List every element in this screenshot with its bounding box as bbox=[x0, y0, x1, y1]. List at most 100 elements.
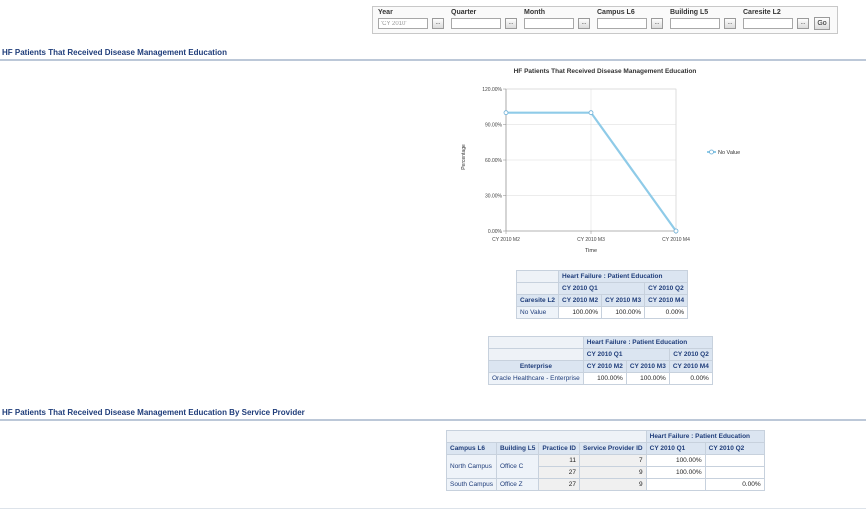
month-input[interactable] bbox=[524, 18, 574, 29]
filter-building: Building L5 ... bbox=[670, 9, 736, 29]
provider-cell: 9 bbox=[579, 478, 647, 491]
table-row: South Campus Office Z 27 9 0.00% bbox=[446, 478, 765, 491]
data-point bbox=[673, 228, 679, 234]
practice-cell: 11 bbox=[538, 454, 580, 467]
cell-value: 100.00% bbox=[558, 306, 603, 319]
provider-cell: 7 bbox=[579, 454, 647, 467]
x-axis-label: Time bbox=[585, 248, 597, 254]
measure-header: Heart Failure : Patient Education bbox=[582, 336, 713, 349]
cell-value: 100.00% bbox=[601, 306, 646, 319]
quarter-header: CY 2010 Q2 bbox=[644, 282, 689, 295]
cell-value: 0.00% bbox=[704, 478, 765, 491]
data-point bbox=[588, 110, 594, 116]
filter-label: Building L5 bbox=[670, 9, 709, 16]
filter-quarter: Quarter ... bbox=[451, 9, 517, 29]
practice-cell: 27 bbox=[538, 478, 580, 491]
line-chart: 0.00% 30.00% 60.00% 90.00% 120.00% CY 2010 M… bbox=[461, 87, 740, 254]
chart-series bbox=[503, 110, 679, 234]
building-input[interactable] bbox=[670, 18, 720, 29]
quarter-header: CY 2010 Q1 bbox=[645, 442, 706, 455]
month-header: CY 2010 M4 bbox=[644, 294, 689, 307]
y-tick-label: 90.00% bbox=[485, 122, 503, 128]
building-cell: Office Z bbox=[495, 478, 540, 491]
column-header: Practice ID bbox=[538, 442, 580, 455]
y-tick-label: 30.00% bbox=[485, 193, 503, 199]
y-tick-label: 0.00% bbox=[488, 229, 503, 235]
filter-label: Quarter bbox=[451, 9, 477, 16]
month-header: CY 2010 M2 bbox=[582, 360, 627, 373]
section-title: HF Patients That Received Disease Manage… bbox=[2, 408, 305, 417]
legend-marker bbox=[709, 149, 714, 155]
cell-value bbox=[645, 478, 706, 491]
pivot-table-enterprise: Heart Failure : Patient Education CY 201… bbox=[488, 336, 713, 385]
caresite-browse-button[interactable]: ... bbox=[797, 18, 809, 29]
chart-title: HF Patients That Received Disease Manage… bbox=[513, 68, 697, 75]
measure-header: Heart Failure : Patient Education bbox=[645, 430, 765, 443]
section-divider bbox=[0, 419, 866, 421]
cell-value bbox=[704, 466, 765, 479]
table-row: No Value 100.00% 100.00% 0.00% bbox=[515, 306, 689, 319]
y-tick-label: 120.00% bbox=[482, 87, 502, 93]
table-row: North Campus Office C 11 7 100.00% bbox=[446, 454, 765, 479]
column-header: Service Provider ID bbox=[579, 442, 647, 455]
y-tick-label: 60.00% bbox=[485, 158, 503, 164]
cell-value: 100.00% bbox=[645, 454, 706, 467]
quarter-browse-button[interactable]: ... bbox=[505, 18, 517, 29]
column-header: Building L5 bbox=[495, 442, 540, 455]
pivot-table-caresite: Heart Failure : Patient Education CY 201… bbox=[515, 270, 689, 319]
filter-label: Year bbox=[378, 9, 393, 16]
table-row: Oracle Healthcare - Enterprise 100.00% 1… bbox=[488, 372, 713, 385]
x-axis-ticks: CY 2010 M2 CY 2010 M3 CY 2010 M4 bbox=[492, 231, 690, 243]
campus-cell: South Campus bbox=[446, 478, 497, 491]
measure-header: Heart Failure : Patient Education bbox=[558, 270, 689, 283]
quarter-header: CY 2010 Q2 bbox=[704, 442, 765, 455]
month-header: CY 2010 M3 bbox=[625, 360, 670, 373]
year-browse-button[interactable]: ... bbox=[432, 18, 444, 29]
month-header: CY 2010 M3 bbox=[601, 294, 646, 307]
cell-value: 0.00% bbox=[644, 306, 689, 319]
filter-caresite: Caresite L2 ... bbox=[743, 9, 809, 29]
column-header: Campus L6 bbox=[446, 442, 497, 455]
campus-cell: North Campus bbox=[446, 454, 497, 479]
cell-value: 0.00% bbox=[668, 372, 713, 385]
quarter-header: CY 2010 Q1 bbox=[582, 348, 670, 361]
chart-legend: No Value bbox=[707, 149, 740, 156]
provider-cell: 9 bbox=[579, 466, 647, 479]
row-label: Oracle Healthcare - Enterprise bbox=[488, 372, 584, 385]
row-label: No Value bbox=[515, 306, 560, 319]
building-browse-button[interactable]: ... bbox=[724, 18, 736, 29]
building-cell: Office C bbox=[495, 454, 540, 479]
quarter-header: CY 2010 Q2 bbox=[668, 348, 713, 361]
row-header: Enterprise bbox=[488, 360, 584, 373]
filter-label: Caresite L2 bbox=[743, 9, 781, 16]
y-axis-ticks: 0.00% 30.00% 60.00% 90.00% 120.00% bbox=[482, 87, 506, 235]
cell-value: 100.00% bbox=[645, 466, 706, 479]
campus-input[interactable] bbox=[597, 18, 647, 29]
quarter-input[interactable] bbox=[451, 18, 501, 29]
year-input[interactable] bbox=[378, 18, 428, 29]
filter-year: Year ... bbox=[378, 9, 444, 29]
footer-divider bbox=[0, 508, 866, 509]
month-header: CY 2010 M2 bbox=[558, 294, 603, 307]
go-button[interactable]: Go bbox=[814, 17, 830, 30]
filter-campus: Campus L6 ... bbox=[597, 9, 663, 29]
row-header: Caresite L2 bbox=[515, 294, 560, 307]
filter-label: Month bbox=[524, 9, 545, 16]
cell-value: 100.00% bbox=[625, 372, 670, 385]
quarter-header: CY 2010 Q1 bbox=[558, 282, 646, 295]
legend-label: No Value bbox=[718, 150, 740, 156]
pivot-table-service-provider: Heart Failure : Patient Education Campus… bbox=[446, 430, 765, 491]
month-browse-button[interactable]: ... bbox=[578, 18, 590, 29]
x-tick-label: CY 2010 M4 bbox=[662, 237, 690, 243]
practice-cell: 27 bbox=[538, 466, 580, 479]
month-header: CY 2010 M4 bbox=[668, 360, 713, 373]
caresite-input[interactable] bbox=[743, 18, 793, 29]
filter-month: Month ... bbox=[524, 9, 590, 29]
filter-label: Campus L6 bbox=[597, 9, 635, 16]
data-point bbox=[503, 110, 509, 116]
cell-value: 100.00% bbox=[582, 372, 627, 385]
campus-browse-button[interactable]: ... bbox=[651, 18, 663, 29]
y-axis-label: Percentage bbox=[461, 144, 467, 170]
section-title: HF Patients That Received Disease Manage… bbox=[2, 48, 227, 57]
x-tick-label: CY 2010 M3 bbox=[577, 237, 605, 243]
